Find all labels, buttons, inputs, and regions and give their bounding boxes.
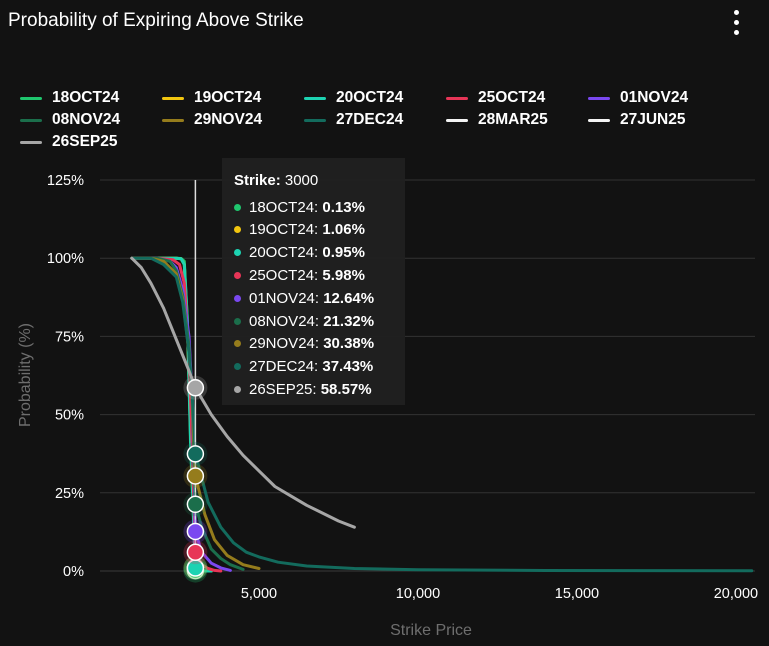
legend-label: 27JUN25 xyxy=(620,111,686,128)
legend-label: 28MAR25 xyxy=(478,111,548,128)
tooltip-row-19oct24: 19OCT24: 1.06% xyxy=(234,220,365,240)
legend-swatch xyxy=(304,96,326,100)
legend-item-18oct24[interactable]: 18OCT24 xyxy=(20,88,119,108)
tooltip-row-26sep25: 26SEP25: 58.57% xyxy=(234,379,372,399)
legend-label: 08NOV24 xyxy=(52,111,121,128)
chart-title: Probability of Expiring Above Strike xyxy=(8,10,304,31)
legend-item-25oct24[interactable]: 25OCT24 xyxy=(446,88,545,108)
legend-label: 01NOV24 xyxy=(620,89,689,106)
legend-label: 18OCT24 xyxy=(52,89,120,106)
tooltip-dot xyxy=(234,317,241,325)
tooltip-dot xyxy=(234,363,241,371)
y-tick-label: 0% xyxy=(63,564,84,580)
tooltip-series-name: 19OCT24: xyxy=(249,221,323,239)
legend-item-26sep25[interactable]: 26SEP25 xyxy=(20,132,118,152)
chart-tooltip: Strike: 3000 18OCT24: 0.13% 19OCT24: 1.06… xyxy=(222,158,405,405)
tooltip-row-18oct24: 18OCT24: 0.13% xyxy=(234,197,365,217)
y-tick-label: 100% xyxy=(47,251,84,267)
legend-swatch xyxy=(446,118,468,122)
tooltip-series-name: 29NOV24: xyxy=(249,335,324,353)
tooltip-dot xyxy=(234,385,241,393)
legend-swatch xyxy=(304,118,326,122)
tooltip-dot xyxy=(234,226,241,234)
hover-marker-08nov24 xyxy=(186,495,205,514)
tooltip-series-value: 30.38% xyxy=(323,335,375,353)
legend-swatch xyxy=(20,96,42,100)
tooltip-series-name: 20OCT24: xyxy=(249,244,323,262)
series-line-27dec24[interactable] xyxy=(130,256,754,573)
tooltip-series-value: 0.13% xyxy=(322,198,365,216)
legend-label: 19OCT24 xyxy=(194,89,262,106)
legend-swatch xyxy=(162,96,184,100)
x-tick-label: 5,000 xyxy=(241,586,277,602)
tooltip-row-20oct24: 20OCT24: 0.95% xyxy=(234,243,365,263)
tooltip-row-01nov24: 01NOV24: 12.64% xyxy=(234,288,374,308)
x-axis-title: Strike Price xyxy=(390,622,472,639)
legend-swatch xyxy=(162,118,184,122)
legend-item-08nov24[interactable]: 08NOV24 xyxy=(20,110,120,130)
tooltip-row-08nov24: 08NOV24: 21.32% xyxy=(234,311,374,331)
y-tick-label: 75% xyxy=(55,329,84,345)
series-line-25oct24[interactable] xyxy=(130,256,223,573)
legend-label: 26SEP25 xyxy=(52,133,118,150)
legend-swatch xyxy=(588,96,610,100)
series-line-26sep25[interactable] xyxy=(130,256,356,529)
tooltip-series-value: 21.32% xyxy=(323,312,375,330)
tooltip-dot xyxy=(234,294,241,302)
legend-item-28mar25[interactable]: 28MAR25 xyxy=(446,110,548,130)
tooltip-series-name: 26SEP25: xyxy=(249,380,321,398)
legend-label: 27DEC24 xyxy=(336,111,404,128)
tooltip-series-value: 58.57% xyxy=(320,380,372,398)
legend-label: 20OCT24 xyxy=(336,89,404,106)
y-axis-title: Probability (%) xyxy=(17,323,34,427)
legend-swatch xyxy=(20,118,42,122)
legend-swatch xyxy=(20,140,42,144)
legend-item-19oct24[interactable]: 19OCT24 xyxy=(162,88,261,108)
tooltip-series-name: 01NOV24: xyxy=(249,289,324,307)
tooltip-row-27dec24: 27DEC24: 37.43% xyxy=(234,357,373,377)
legend-swatch xyxy=(446,96,468,100)
chart-legend: 18OCT24 19OCT24 20OCT24 25OCT24 01NOV24 08NOV… xyxy=(20,88,760,152)
tooltip-dot xyxy=(234,340,241,348)
tooltip-dot xyxy=(234,249,241,257)
y-tick-label: 50% xyxy=(55,408,84,424)
tooltip-series-value: 12.64% xyxy=(323,289,375,307)
tooltip-series-name: 27DEC24: xyxy=(249,358,323,376)
legend-label: 29NOV24 xyxy=(194,111,263,128)
tooltip-dot xyxy=(234,203,241,211)
legend-item-20oct24[interactable]: 20OCT24 xyxy=(304,88,403,108)
legend-swatch xyxy=(588,118,610,122)
hover-marker-25oct24 xyxy=(186,543,205,562)
legend-item-29nov24[interactable]: 29NOV24 xyxy=(162,110,262,130)
legend-item-27jun25[interactable]: 27JUN25 xyxy=(588,110,686,130)
legend-item-27dec24[interactable]: 27DEC24 xyxy=(304,110,403,130)
y-tick-label: 125% xyxy=(47,173,84,189)
tooltip-row-29nov24: 29NOV24: 30.38% xyxy=(234,334,374,354)
tooltip-header: Strike: 3000 xyxy=(234,172,319,189)
hover-marker-29nov24 xyxy=(186,467,205,485)
tooltip-series-value: 0.95% xyxy=(322,244,365,262)
hover-marker-01nov24 xyxy=(186,522,205,541)
tooltip-series-name: 08NOV24: xyxy=(249,312,324,330)
tooltip-series-value: 37.43% xyxy=(322,358,374,376)
tooltip-series-value: 5.98% xyxy=(322,266,365,284)
x-tick-label: 15,000 xyxy=(555,586,599,602)
tooltip-dot xyxy=(234,271,241,279)
tooltip-series-value: 1.06% xyxy=(322,221,365,239)
hover-marker-27dec24 xyxy=(186,445,205,463)
chart-header: Probability of Expiring Above Strike xyxy=(0,0,769,44)
hover-marker-26sep25 xyxy=(186,379,205,397)
x-tick-label: 10,000 xyxy=(396,586,440,602)
more-vertical-icon[interactable] xyxy=(729,10,743,36)
y-tick-label: 25% xyxy=(55,486,84,502)
tooltip-series-name: 18OCT24: xyxy=(249,198,323,216)
legend-item-01nov24[interactable]: 01NOV24 xyxy=(588,88,688,108)
tooltip-row-25oct24: 25OCT24: 5.98% xyxy=(234,265,365,285)
tooltip-series-name: 25OCT24: xyxy=(249,266,323,284)
x-tick-label: 20,000 xyxy=(714,586,758,602)
legend-label: 25OCT24 xyxy=(478,89,546,106)
